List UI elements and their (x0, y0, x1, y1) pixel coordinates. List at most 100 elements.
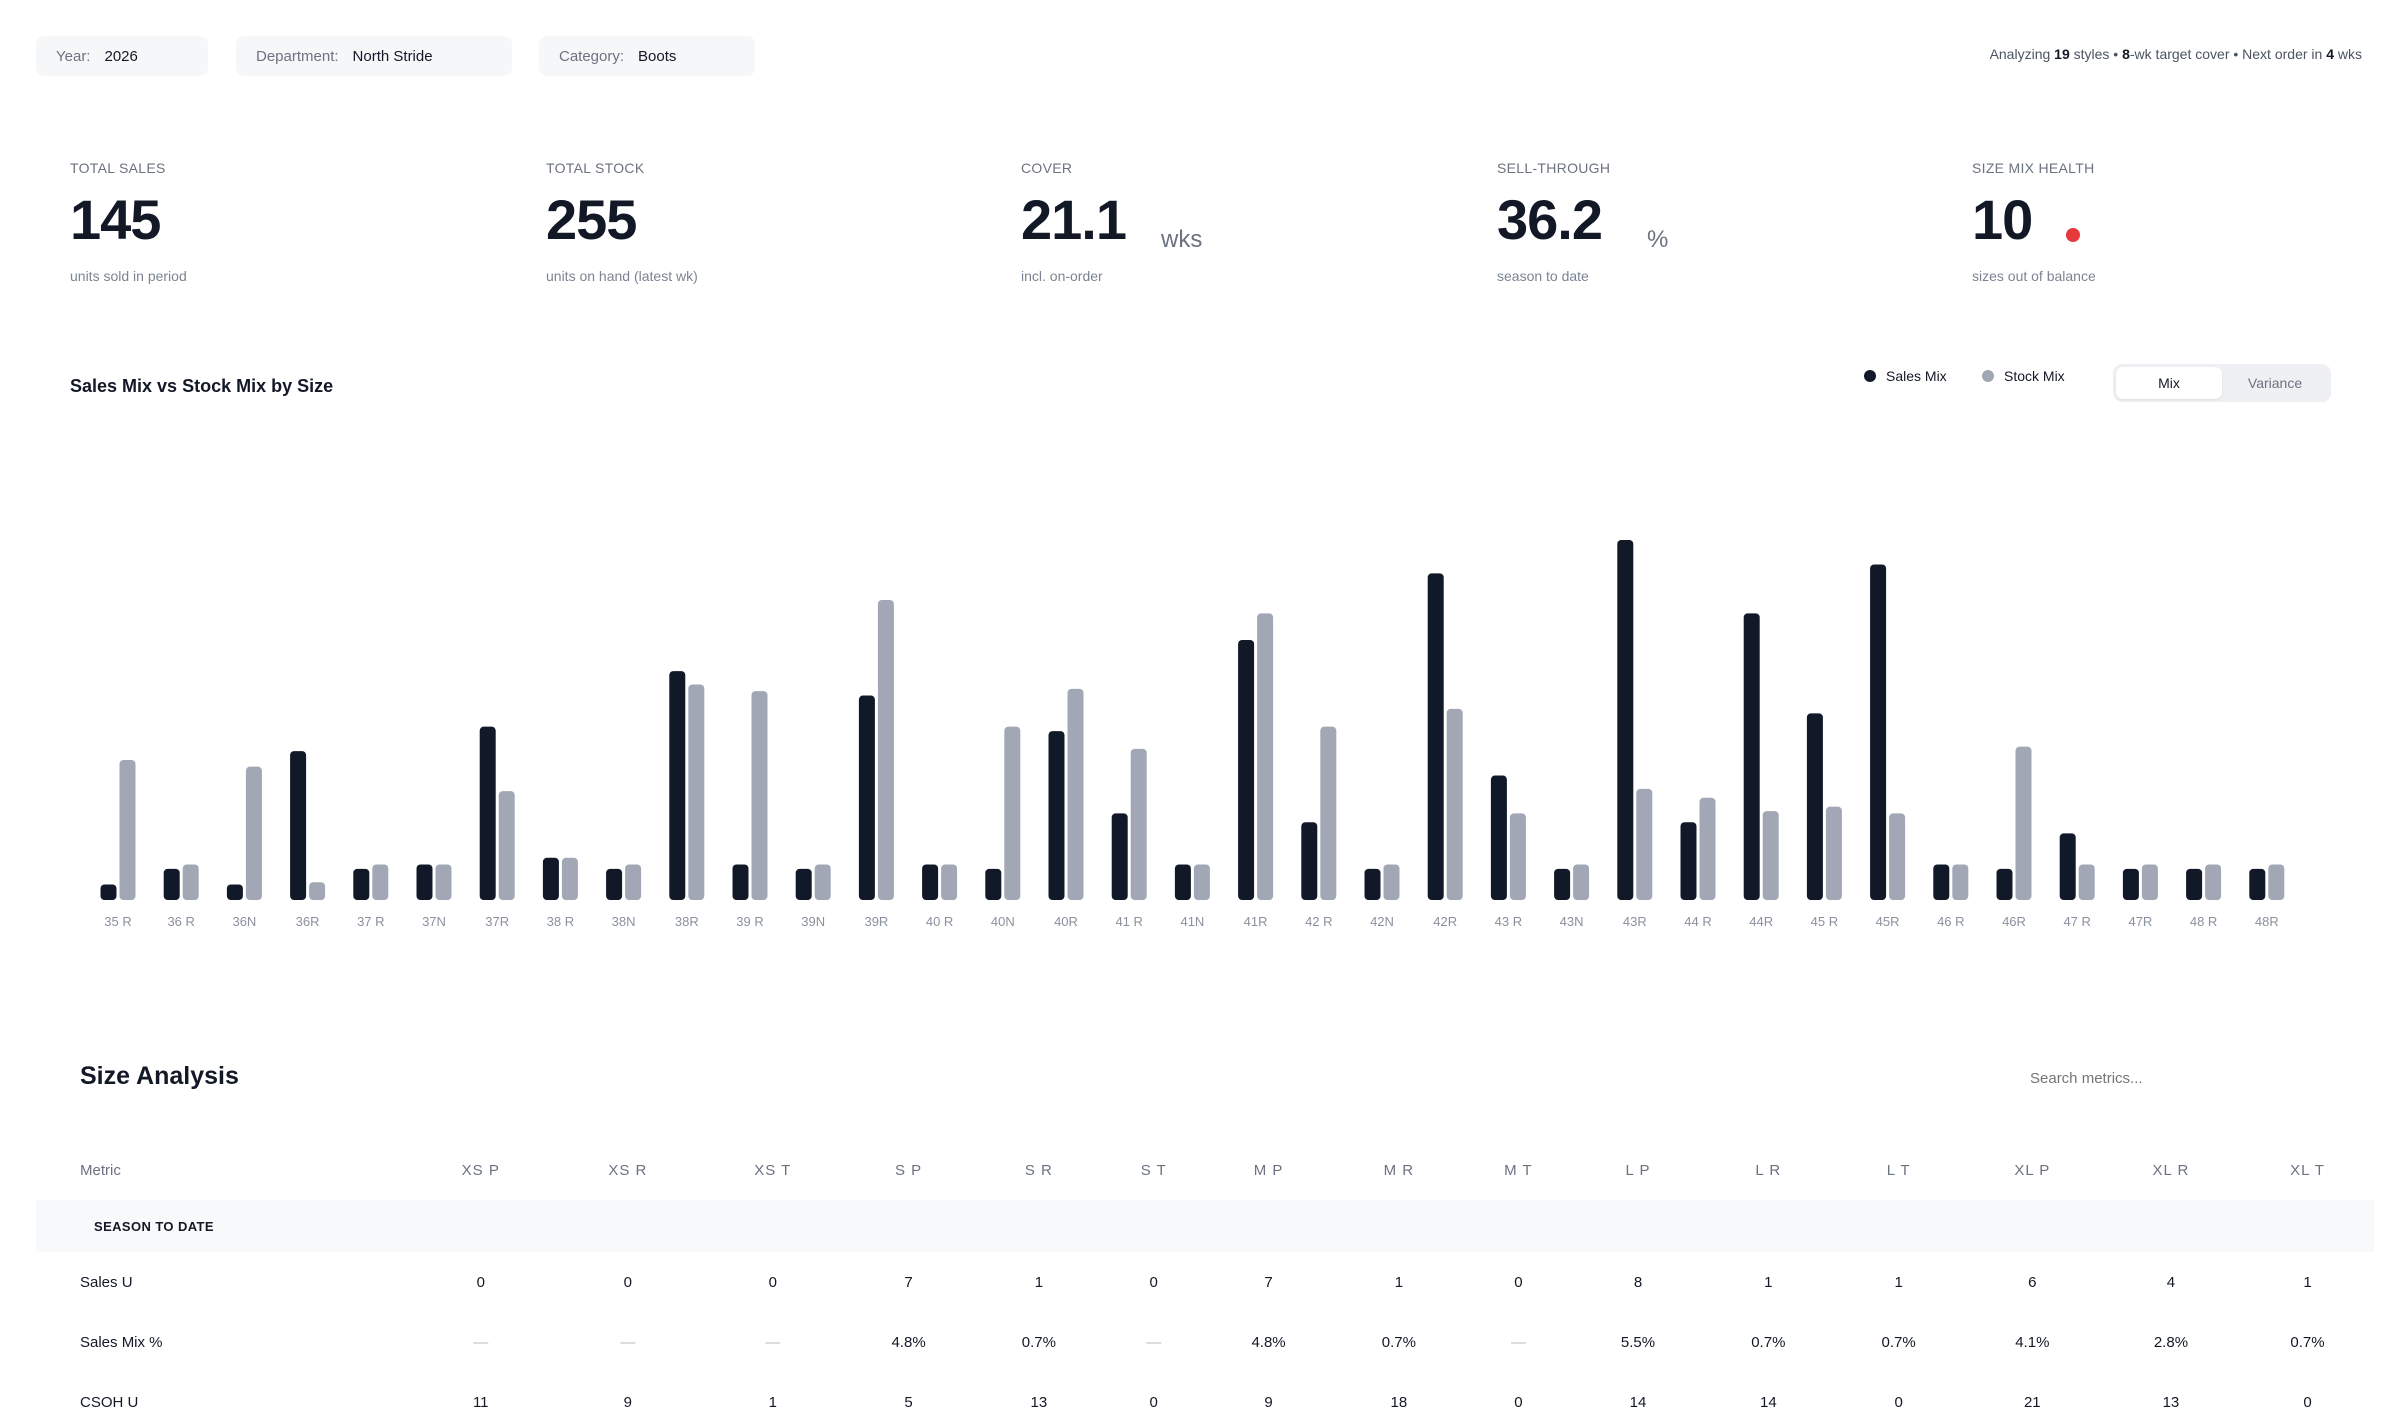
sales-mix-bar[interactable] (1617, 540, 1634, 900)
stock-mix-bar[interactable] (1257, 613, 1274, 900)
stock-mix-bar[interactable] (1889, 813, 1906, 900)
table-cell: 0 (1514, 1393, 1523, 1409)
table-cell: 8 (1633, 1273, 1643, 1291)
stock-mix-bar[interactable] (1446, 708, 1463, 900)
kpi-cover: COVER 21.1 wks incl. on-order (1021, 160, 1421, 290)
sales-mix-bar[interactable] (2059, 833, 2076, 900)
sales-mix-bar[interactable] (669, 671, 686, 900)
x-tick-label: 38N (612, 914, 636, 929)
stock-mix-bar[interactable] (1383, 864, 1400, 900)
table-cell: 1 (1394, 1273, 1404, 1291)
table-cell: 7 (1264, 1273, 1273, 1291)
stock-mix-bar[interactable] (2015, 746, 2032, 900)
x-tick-label: 48 R (2190, 914, 2217, 929)
sales-mix-bar[interactable] (542, 857, 559, 900)
sales-mix-bar[interactable] (1554, 868, 1571, 900)
x-tick-label: 48R (2255, 914, 2279, 929)
stock-mix-bar[interactable] (1067, 688, 1084, 900)
kpi-value: 36.2 (1497, 188, 1603, 251)
stock-mix-bar[interactable] (309, 882, 326, 900)
search-metrics-input[interactable] (2030, 1070, 2310, 1087)
stock-mix-bar[interactable] (1825, 806, 1842, 900)
sales-mix-bar[interactable] (416, 864, 433, 900)
stock-mix-bar[interactable] (1699, 797, 1716, 900)
sales-mix-bar[interactable] (732, 864, 749, 900)
stock-mix-bar[interactable] (2141, 864, 2158, 900)
sales-mix-bar[interactable] (353, 868, 370, 900)
stock-mix-bar[interactable] (2268, 864, 2285, 900)
x-tick-label: 35 R (104, 914, 131, 929)
stock-mix-bar[interactable] (1636, 788, 1653, 900)
stock-mix-bar[interactable] (2205, 864, 2222, 900)
x-tick-label: 39N (801, 914, 825, 929)
stock-mix-bar[interactable] (688, 684, 705, 900)
sales-mix-bar[interactable] (1490, 775, 1507, 900)
category-filter[interactable]: Category: Boots (539, 36, 755, 76)
stock-mix-bar[interactable] (1004, 726, 1021, 900)
sales-mix-bar[interactable] (1996, 868, 2013, 900)
sales-mix-bar[interactable] (1680, 822, 1697, 900)
sales-mix-bar[interactable] (1933, 864, 1950, 900)
row-metric-label: Sales U (80, 1273, 133, 1291)
column-header-size: M P (1253, 1161, 1284, 1179)
sales-mix-bar[interactable] (1048, 731, 1065, 900)
sales-mix-bar[interactable] (1174, 864, 1191, 900)
stock-mix-bar[interactable] (1509, 813, 1526, 900)
sales-mix-bar[interactable] (1238, 640, 1255, 900)
year-filter[interactable]: Year: 2026 (36, 36, 208, 76)
stock-mix-bar[interactable] (245, 766, 262, 900)
stock-mix-bar[interactable] (877, 600, 894, 900)
sales-mix-bar[interactable] (100, 884, 117, 900)
kpi-subtitle: units on hand (latest wk) (546, 268, 698, 284)
toggle-variance[interactable]: Variance (2247, 375, 2303, 391)
sales-mix-bar[interactable] (1743, 613, 1760, 900)
sales-mix-bar[interactable] (1806, 713, 1823, 900)
x-tick-label: 36N (232, 914, 256, 929)
column-header-size: L R (1755, 1161, 1782, 1179)
stock-mix-bar[interactable] (751, 691, 768, 900)
stock-mix-bar[interactable] (561, 857, 578, 900)
sales-mix-bar[interactable] (226, 884, 243, 900)
sales-mix-bar[interactable] (2249, 868, 2266, 900)
sales-mix-bar[interactable] (2186, 868, 2203, 900)
legend-label: Stock Mix (2004, 368, 2065, 384)
stock-mix-bar[interactable] (1573, 864, 1590, 900)
sales-mix-bar[interactable] (858, 695, 875, 900)
stock-mix-bar[interactable] (1130, 748, 1147, 900)
sales-mix-bar[interactable] (606, 868, 623, 900)
sales-mix-bar[interactable] (1870, 564, 1887, 900)
sales-mix-bar[interactable] (1301, 822, 1318, 900)
stock-mix-bar[interactable] (372, 864, 389, 900)
x-tick-label: 40 R (926, 914, 953, 929)
stock-mix-bar[interactable] (182, 864, 199, 900)
table-cell: 0 (1514, 1273, 1523, 1291)
sales-mix-bar[interactable] (479, 726, 496, 900)
sales-mix-bar[interactable] (290, 751, 307, 900)
stock-mix-bar[interactable] (941, 864, 958, 900)
stock-mix-bar[interactable] (1193, 864, 1210, 900)
x-tick-label: 36R (296, 914, 320, 929)
sales-mix-bar[interactable] (1427, 573, 1444, 900)
sales-mix-bar[interactable] (985, 868, 1002, 900)
toggle-mix[interactable]: Mix (2116, 367, 2222, 399)
stock-mix-bar[interactable] (435, 864, 452, 900)
mix-variance-toggle[interactable]: Mix Variance (2113, 364, 2331, 402)
table-cell: 1 (1034, 1273, 1044, 1291)
stock-mix-bar[interactable] (1320, 726, 1337, 900)
sales-mix-bar[interactable] (163, 868, 180, 900)
stock-mix-bar[interactable] (498, 791, 515, 900)
department-filter[interactable]: Department: North Stride (236, 36, 512, 76)
sales-mix-bar[interactable] (795, 868, 812, 900)
stock-mix-bar[interactable] (625, 864, 642, 900)
stock-mix-bar[interactable] (119, 760, 136, 900)
table-cell: 1 (1894, 1273, 1903, 1291)
kpi-size-mix-health: SIZE MIX HEALTH 10 sizes out of balance (1972, 160, 2372, 290)
stock-mix-bar[interactable] (1952, 864, 1969, 900)
sales-mix-bar[interactable] (2122, 868, 2139, 900)
stock-mix-bar[interactable] (1762, 811, 1779, 900)
sales-mix-bar[interactable] (1111, 813, 1128, 900)
sales-mix-bar[interactable] (1364, 868, 1381, 900)
stock-mix-bar[interactable] (814, 864, 831, 900)
stock-mix-bar[interactable] (2078, 864, 2095, 900)
sales-mix-bar[interactable] (922, 864, 939, 900)
